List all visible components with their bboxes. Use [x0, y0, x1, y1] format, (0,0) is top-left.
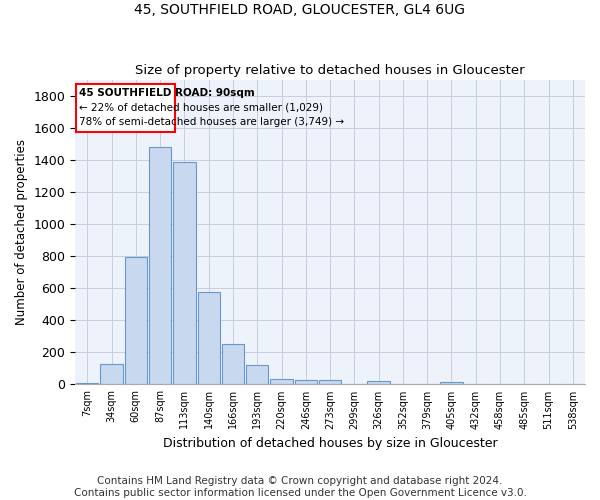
Title: Size of property relative to detached houses in Gloucester: Size of property relative to detached ho…: [135, 64, 525, 77]
Bar: [197, 292, 220, 384]
Text: Contains HM Land Registry data © Crown copyright and database right 2024.
Contai: Contains HM Land Registry data © Crown c…: [74, 476, 526, 498]
Bar: [173, 162, 196, 384]
Text: 45, SOUTHFIELD ROAD, GLOUCESTER, GL4 6UG: 45, SOUTHFIELD ROAD, GLOUCESTER, GL4 6UG: [134, 2, 466, 16]
Bar: [319, 380, 341, 384]
Bar: [246, 365, 268, 384]
Bar: [149, 147, 171, 384]
Y-axis label: Number of detached properties: Number of detached properties: [15, 139, 28, 325]
Bar: [222, 344, 244, 385]
Bar: [367, 381, 390, 384]
Bar: [76, 383, 98, 384]
Bar: [295, 380, 317, 384]
Text: 78% of semi-detached houses are larger (3,749) →: 78% of semi-detached houses are larger (…: [79, 118, 344, 128]
Bar: [440, 382, 463, 384]
Bar: [271, 379, 293, 384]
Bar: [100, 364, 123, 384]
FancyBboxPatch shape: [76, 84, 175, 132]
Text: ← 22% of detached houses are smaller (1,029): ← 22% of detached houses are smaller (1,…: [79, 103, 323, 113]
X-axis label: Distribution of detached houses by size in Gloucester: Distribution of detached houses by size …: [163, 437, 497, 450]
Bar: [125, 257, 147, 384]
Text: 45 SOUTHFIELD ROAD: 90sqm: 45 SOUTHFIELD ROAD: 90sqm: [79, 88, 254, 99]
